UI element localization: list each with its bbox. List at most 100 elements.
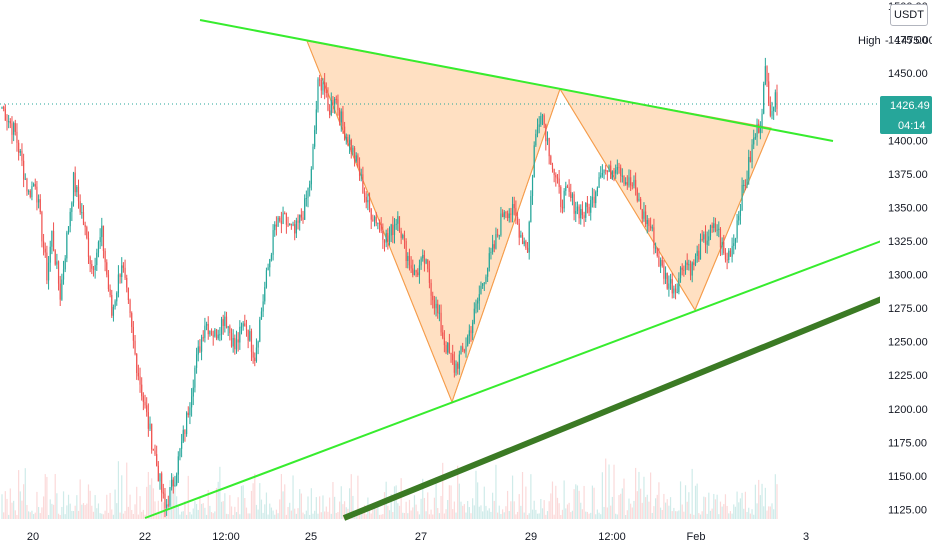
- volume-bar: [610, 505, 612, 519]
- volume-bar: [410, 510, 412, 519]
- candle-body: [332, 100, 334, 105]
- volume-bar: [508, 510, 510, 519]
- candle-body: [746, 178, 748, 186]
- volume-bar: [207, 489, 209, 519]
- volume-bar: [641, 502, 643, 519]
- candle-body: [698, 250, 700, 260]
- volume-bar: [64, 514, 66, 519]
- candle-body: [159, 473, 161, 482]
- volume-bar: [470, 513, 472, 519]
- candle-body: [14, 123, 16, 132]
- volume-bar: [72, 511, 75, 519]
- candle-body: [264, 287, 266, 302]
- candle-body: [744, 184, 747, 186]
- candle-body: [643, 211, 645, 219]
- volume-bar: [23, 484, 25, 519]
- volume-bar: [417, 511, 419, 519]
- candle-body: [209, 330, 211, 335]
- volume-bar: [96, 508, 98, 519]
- candle-body: [294, 224, 296, 234]
- candle-body: [636, 189, 638, 201]
- volume-bar: [334, 496, 336, 519]
- candle-body: [195, 354, 198, 368]
- volume-bar: [468, 507, 470, 519]
- volume-bar: [683, 511, 685, 519]
- candle-body: [743, 184, 745, 186]
- volume-bar: [161, 499, 163, 519]
- price-axis[interactable]: 1125.00 1150.00 1175.00 1200.00 1225.00 1250.…: [880, 0, 932, 550]
- candle-body: [635, 179, 637, 190]
- candle-body: [773, 107, 775, 111]
- candle-body: [152, 449, 154, 451]
- candle-body: [546, 138, 549, 142]
- candle-body: [620, 167, 622, 176]
- candle-body: [194, 367, 196, 388]
- currency-label[interactable]: USDT: [890, 4, 928, 26]
- volume-bar: [224, 493, 226, 519]
- volume-bar: [658, 482, 660, 519]
- candle-body: [47, 262, 50, 281]
- candle-body: [590, 199, 592, 213]
- candle-body: [565, 186, 567, 191]
- volume-bar: [628, 498, 630, 519]
- volume-bar: [625, 514, 627, 519]
- support-trendline-dark[interactable]: [342, 295, 886, 521]
- volume-bar: [684, 485, 687, 519]
- candle-body: [49, 246, 51, 263]
- candle-body: [472, 322, 474, 334]
- candle-body: [352, 147, 354, 153]
- candle-body: [99, 237, 101, 243]
- volume-bar: [24, 468, 26, 519]
- volume-bar: [269, 503, 271, 519]
- y-tick-label: 1150.00: [888, 471, 927, 483]
- y-tick-label: 1200.00: [888, 404, 928, 416]
- volume-bar: [756, 503, 758, 519]
- candle-body: [325, 91, 327, 94]
- candle-body: [186, 412, 188, 435]
- volume-bar: [112, 514, 115, 519]
- volume-bar: [603, 506, 605, 519]
- candle-body: [593, 196, 595, 204]
- time-axis[interactable]: 20 22 12:00 25 27 29 12:00 Feb 3: [0, 521, 932, 550]
- volume-bar: [525, 486, 527, 519]
- candle-body: [428, 268, 431, 283]
- volume-bar: [141, 511, 143, 519]
- candle-body: [92, 268, 95, 270]
- volume-bar: [558, 503, 560, 519]
- volume-bar: [583, 485, 585, 519]
- volume-bar: [227, 514, 229, 519]
- candle-body: [96, 252, 98, 266]
- volume-bar: [448, 485, 450, 519]
- volume-bar: [530, 474, 532, 519]
- candle-body: [605, 169, 607, 171]
- volume-bar: [580, 502, 582, 519]
- volume-bar: [651, 512, 653, 519]
- volume-bar: [244, 497, 246, 519]
- candle-body: [445, 345, 447, 353]
- support-trendline[interactable]: [144, 239, 885, 519]
- candle-body: [3, 106, 5, 109]
- candle-body: [733, 243, 735, 246]
- volume-bar: [746, 511, 748, 519]
- candle-body: [230, 333, 233, 347]
- volume-bar: [194, 501, 196, 519]
- candle-body: [269, 259, 271, 268]
- volume-bar: [763, 506, 765, 519]
- volume-bar: [259, 483, 261, 519]
- resistance-trendline[interactable]: [199, 19, 834, 142]
- candle-body: [388, 235, 391, 242]
- candle-body: [513, 204, 515, 209]
- volume-bar: [467, 500, 469, 519]
- volume-bar: [443, 513, 445, 519]
- candle-body: [766, 66, 768, 82]
- candle-body: [299, 214, 301, 223]
- candle-body: [553, 169, 555, 176]
- volume-bar: [295, 513, 297, 519]
- candle-body: [656, 247, 658, 256]
- volume-bar: [593, 487, 595, 519]
- candle-body: [518, 223, 520, 238]
- volume-bar: [299, 489, 301, 519]
- candle-body: [244, 323, 246, 326]
- volume-bar: [195, 504, 198, 519]
